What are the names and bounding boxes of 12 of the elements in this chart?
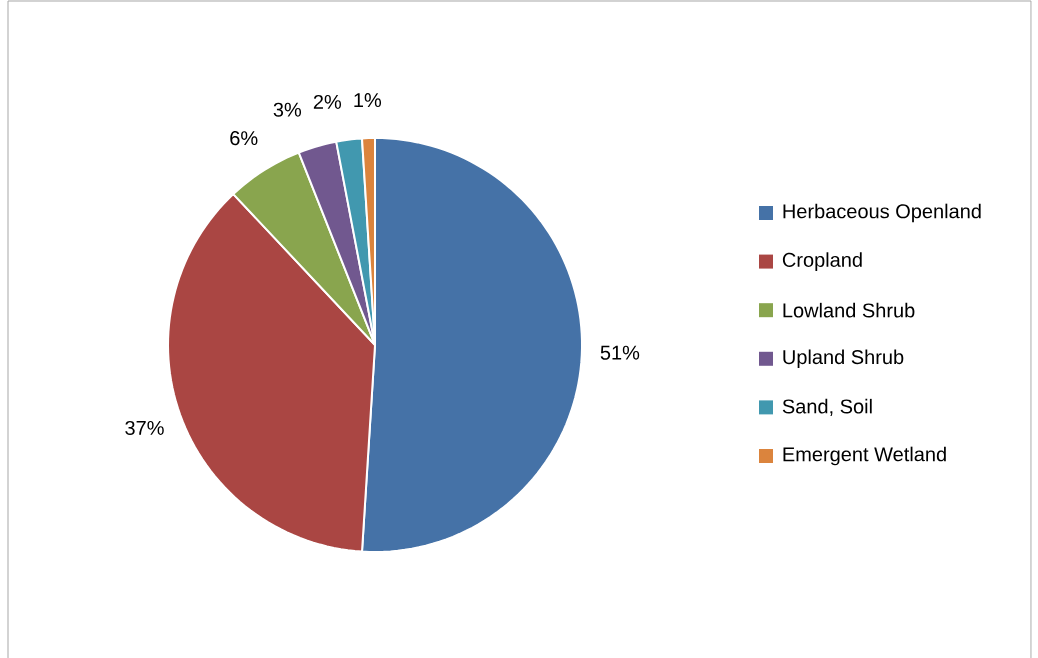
data-label: 1% xyxy=(354,93,382,108)
legend-label: Herbaceous Openland xyxy=(783,203,981,223)
legend-label: Emergent Wetland xyxy=(783,446,946,466)
data-label: 37% xyxy=(125,420,164,436)
legend-label: Upland Shrub xyxy=(783,349,904,369)
data-label: 2% xyxy=(313,94,342,109)
legend-label: Cropland xyxy=(782,252,862,271)
data-label: 3% xyxy=(273,102,302,117)
legend-label: Lowland Shrub xyxy=(783,302,915,318)
data-label: 6% xyxy=(230,131,258,146)
data-label: 51% xyxy=(600,345,640,360)
legend-label: Sand, Soil xyxy=(782,398,872,416)
